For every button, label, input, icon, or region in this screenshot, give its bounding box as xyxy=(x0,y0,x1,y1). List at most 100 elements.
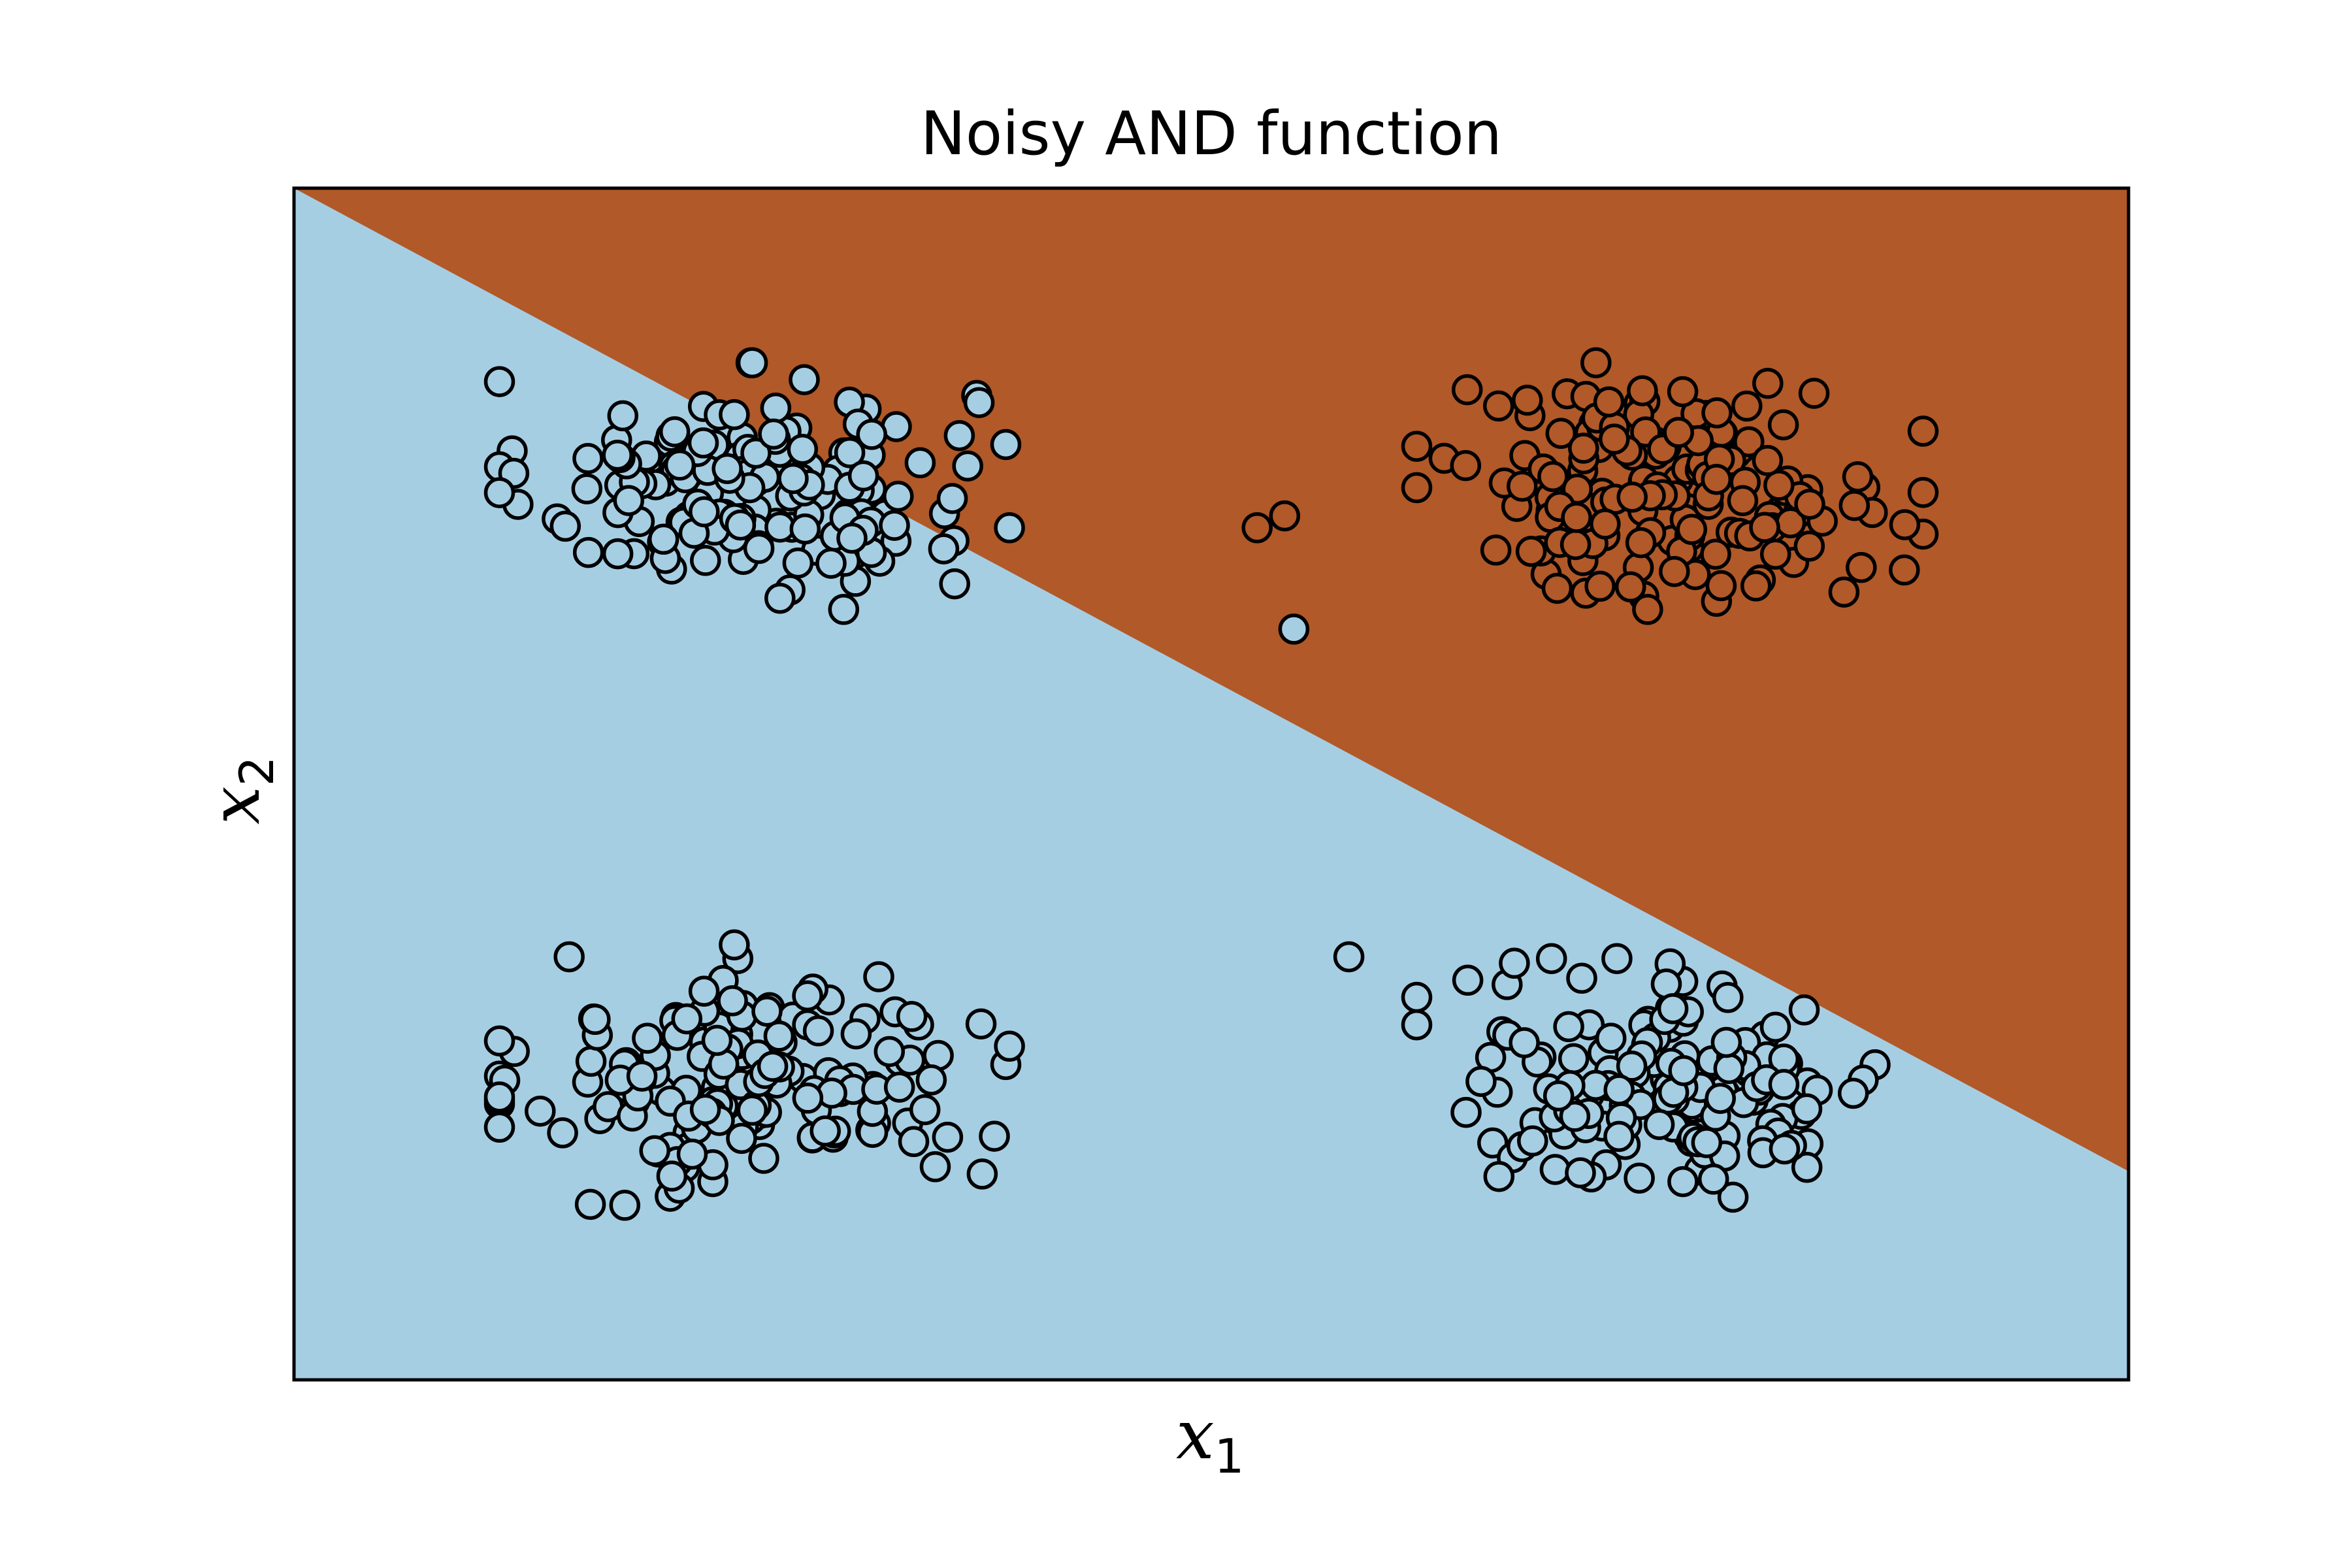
data-point-class-0 xyxy=(828,594,860,625)
data-point-class-1 xyxy=(1616,482,1648,513)
data-point-class-1 xyxy=(1614,571,1646,603)
data-point-class-0 xyxy=(580,1004,611,1036)
data-point-class-1 xyxy=(1451,374,1483,406)
data-point-class-0 xyxy=(1450,1096,1482,1128)
data-point-class-1 xyxy=(1733,426,1765,457)
data-point-class-0 xyxy=(1768,1069,1800,1100)
data-point-class-1 xyxy=(1889,509,1921,540)
data-point-class-1 xyxy=(1701,463,1733,495)
data-point-class-0 xyxy=(789,364,820,395)
data-point-class-1 xyxy=(1752,367,1784,399)
data-point-class-0 xyxy=(904,447,936,479)
data-point-class-0 xyxy=(687,427,719,459)
data-point-class-1 xyxy=(1512,384,1543,416)
data-point-class-0 xyxy=(809,1115,841,1147)
data-point-class-1 xyxy=(1842,461,1874,493)
data-point-class-1 xyxy=(1560,529,1592,561)
data-point-class-1 xyxy=(1763,470,1795,501)
data-point-class-0 xyxy=(1452,964,1484,996)
data-point-class-0 xyxy=(1595,1022,1627,1054)
data-point-class-0 xyxy=(1697,1164,1729,1195)
data-point-class-1 xyxy=(1627,375,1658,406)
data-point-class-0 xyxy=(547,1117,578,1149)
data-point-class-0 xyxy=(990,429,1022,461)
data-point-class-1 xyxy=(1700,538,1731,570)
data-point-class-0 xyxy=(1603,1120,1635,1152)
data-point-class-0 xyxy=(840,1018,872,1050)
data-point-class-1 xyxy=(1828,576,1860,608)
data-point-class-0 xyxy=(1788,994,1820,1026)
data-point-class-0 xyxy=(758,418,789,450)
data-point-class-0 xyxy=(1543,1080,1575,1112)
data-point-class-0 xyxy=(1278,613,1310,645)
data-point-class-0 xyxy=(1837,1077,1869,1109)
data-point-class-0 xyxy=(936,483,968,514)
data-point-class-0 xyxy=(602,439,633,471)
data-point-class-0 xyxy=(965,1008,997,1039)
data-point-class-0 xyxy=(932,1121,964,1153)
data-point-class-1 xyxy=(1568,433,1599,464)
data-point-class-1 xyxy=(1907,416,1939,447)
plot-area xyxy=(294,188,2129,1380)
data-point-class-0 xyxy=(1509,1027,1540,1058)
data-point-class-0 xyxy=(787,433,819,465)
data-point-class-0 xyxy=(994,512,1025,544)
data-point-class-0 xyxy=(711,453,743,484)
data-point-class-0 xyxy=(836,522,868,554)
data-point-class-1 xyxy=(1676,514,1708,546)
data-point-class-1 xyxy=(1740,570,1772,602)
data-point-class-0 xyxy=(1643,1109,1675,1140)
data-point-class-0 xyxy=(1717,1181,1749,1213)
data-point-class-0 xyxy=(1559,1101,1591,1132)
data-point-class-0 xyxy=(915,1064,947,1096)
data-point-class-1 xyxy=(1752,445,1784,476)
data-point-class-0 xyxy=(928,533,960,564)
data-point-class-0 xyxy=(1657,993,1689,1024)
data-point-class-1 xyxy=(1667,376,1699,408)
data-point-class-0 xyxy=(1712,982,1744,1013)
data-point-class-0 xyxy=(1465,1066,1497,1097)
data-point-class-0 xyxy=(777,463,809,495)
data-point-class-0 xyxy=(919,1151,951,1183)
data-point-class-0 xyxy=(1566,962,1597,994)
data-point-class-0 xyxy=(863,961,894,992)
chart-title: Noisy AND function xyxy=(921,99,1502,169)
data-point-class-0 xyxy=(1791,1093,1823,1125)
data-point-class-0 xyxy=(909,1094,941,1126)
data-point-class-0 xyxy=(1667,1166,1699,1198)
data-point-class-0 xyxy=(834,437,866,468)
data-point-class-0 xyxy=(792,980,823,1011)
data-point-class-0 xyxy=(647,523,679,555)
data-point-class-0 xyxy=(719,399,750,431)
data-point-class-0 xyxy=(571,473,603,504)
data-point-class-0 xyxy=(1553,1011,1584,1043)
data-point-class-0 xyxy=(1705,1083,1736,1114)
data-point-class-0 xyxy=(1333,941,1365,973)
data-point-class-0 xyxy=(664,449,696,481)
data-point-class-1 xyxy=(1545,417,1577,449)
data-point-class-0 xyxy=(1668,1054,1699,1086)
y-axis-label-subscript: 2 xyxy=(229,757,284,787)
data-point-class-1 xyxy=(1798,378,1830,409)
data-point-class-1 xyxy=(1241,512,1273,544)
data-point-class-0 xyxy=(740,437,772,469)
data-point-class-0 xyxy=(1499,947,1530,979)
data-point-class-0 xyxy=(979,1120,1010,1152)
data-point-class-1 xyxy=(1663,417,1694,448)
data-point-class-1 xyxy=(1599,423,1630,455)
data-point-class-1 xyxy=(1480,534,1512,566)
data-point-class-1 xyxy=(1625,527,1657,559)
data-point-class-1 xyxy=(1541,572,1573,604)
data-point-class-0 xyxy=(676,1138,708,1170)
data-point-class-1 xyxy=(1537,461,1569,493)
data-point-class-0 xyxy=(782,547,814,579)
x-axis-label: x1 xyxy=(1176,1395,1244,1484)
data-point-class-1 xyxy=(1515,536,1547,567)
data-point-class-0 xyxy=(656,1160,688,1192)
data-point-class-0 xyxy=(751,995,783,1027)
data-point-class-1 xyxy=(1269,500,1301,532)
data-point-class-0 xyxy=(483,1111,515,1143)
data-point-class-0 xyxy=(483,1025,515,1056)
data-point-class-0 xyxy=(1713,1053,1745,1085)
